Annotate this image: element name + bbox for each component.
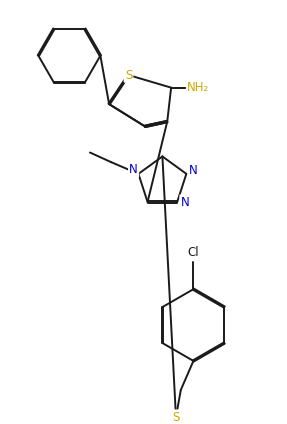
Text: N: N (129, 164, 138, 176)
Text: NH₂: NH₂ (187, 81, 210, 94)
Text: S: S (125, 69, 132, 81)
Text: N: N (189, 165, 197, 177)
Text: Cl: Cl (188, 246, 199, 259)
Text: N: N (181, 195, 189, 209)
Text: S: S (172, 410, 180, 424)
